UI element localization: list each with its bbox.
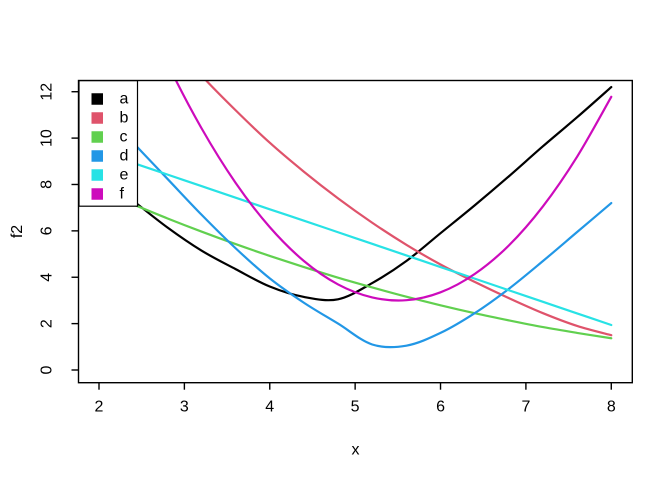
series-d-curve [132,141,613,349]
legend-label-d: d [120,148,129,165]
y-tick-label-2: 2 [39,319,56,328]
series-a-curve [132,85,613,302]
series-b-curve [204,80,613,337]
y-tick-label-0: 0 [39,365,56,374]
curves-group [132,80,613,349]
x-tick-label-2: 2 [95,399,104,416]
x-tick-label-7: 7 [521,399,530,416]
y-tick-label-4: 4 [39,273,56,282]
plot-box [77,79,633,384]
legend-label-a: a [120,91,129,108]
legend-swatch-e [91,169,103,181]
x-tick-label-8: 8 [607,399,616,416]
legend-swatch-d [91,150,103,162]
legend-swatch-f [91,188,103,200]
x-tick-label-3: 3 [180,399,189,416]
legend-label-c: c [120,129,128,146]
y-axis-title: f2 [9,225,26,238]
y-tick-label-6: 6 [39,226,56,235]
legend-label-e: e [120,167,129,184]
series-f-curve [174,80,613,302]
legend-label-f: f [120,186,125,203]
x-tick-label-6: 6 [436,399,445,416]
legend-swatch-a [91,93,103,105]
series-e-curve [132,161,613,327]
y-tick-label-10: 10 [39,129,56,147]
legend-label-b: b [120,110,129,127]
x-axis: 2 3 4 5 6 7 8 [95,382,616,416]
x-tick-label-4: 4 [265,399,274,416]
legend-swatch-b [91,112,103,124]
y-tick-label-8: 8 [39,180,56,189]
y-tick-label-12: 12 [39,83,56,101]
series-c-curve [132,203,613,340]
x-axis-title: x [352,442,360,459]
y-axis: 0 2 4 6 8 10 12 [39,83,79,374]
x-tick-label-5: 5 [351,399,360,416]
legend-box [78,80,139,207]
legend-swatch-c [91,131,103,143]
